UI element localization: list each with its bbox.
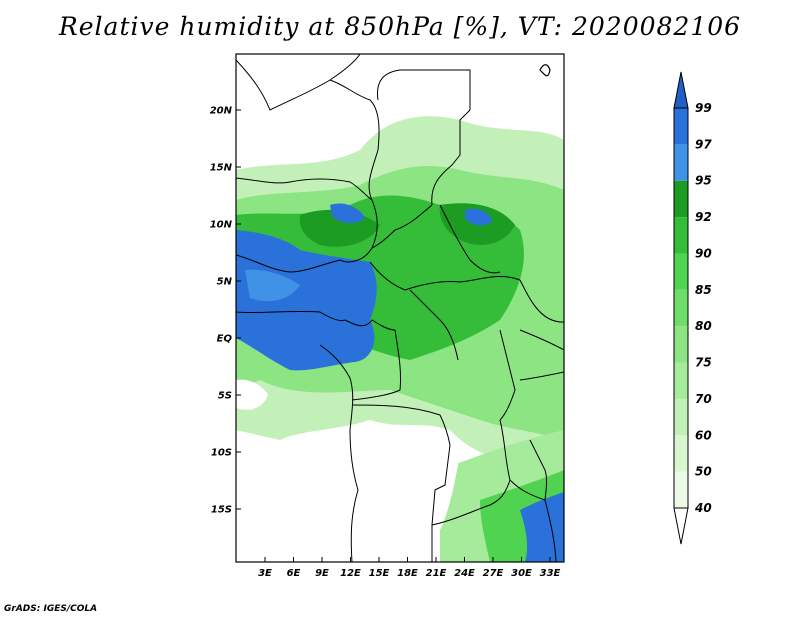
longitude-axis: 3E 6E 9E 12E 15E 18E 21E 24E 27E 30E 33E <box>258 557 561 579</box>
dry-zone-north <box>236 54 564 168</box>
colorbar-label: 95 <box>695 174 712 188</box>
colorbar-band <box>674 108 688 145</box>
lat-label: 20N <box>210 106 233 117</box>
lon-label: 6E <box>287 568 301 579</box>
colorbar-band <box>674 471 688 508</box>
colorbar: 40 50 60 70 75 80 85 90 92 95 97 99 <box>673 71 712 545</box>
colorbar-band <box>674 180 688 218</box>
lon-label: 3E <box>258 568 272 579</box>
lat-label: 5N <box>217 277 233 288</box>
colorbar-label: 85 <box>695 283 712 297</box>
footer-credit: GrADS: IGES/COLA <box>4 604 98 614</box>
colorbar-label: 97 <box>695 137 712 151</box>
lat-label: 15N <box>210 163 233 174</box>
colorbar-frame <box>673 107 689 509</box>
lat-label: 15S <box>211 505 232 516</box>
humidity-field <box>236 54 564 562</box>
dry-zone-south <box>236 426 460 562</box>
lat-label: 10N <box>210 220 233 231</box>
colorbar-over-triangle <box>673 71 689 109</box>
lon-label: 12E <box>340 568 361 579</box>
country-borders <box>236 54 564 562</box>
rh-zone-se-95 <box>520 492 564 562</box>
colorbar-label: 70 <box>695 392 712 406</box>
map-title: Relative humidity at 850hPa [%], VT: 202… <box>58 12 742 41</box>
colorbar-band <box>674 362 688 399</box>
rh-zone-95c <box>465 208 492 226</box>
rh-zone-95-inner <box>245 269 300 302</box>
lat-label: 10S <box>211 448 232 459</box>
colorbar-label: 80 <box>695 319 712 333</box>
colorbar-label: 90 <box>695 246 712 260</box>
colorbar-label: 40 <box>694 501 712 515</box>
colorbar-label: 60 <box>695 428 712 442</box>
colorbar-label: 99 <box>695 101 712 115</box>
colorbar-band <box>674 289 688 327</box>
colorbar-band <box>674 217 688 254</box>
lon-label: 21E <box>426 568 447 579</box>
lat-label: 5S <box>218 391 232 402</box>
lon-label: 30E <box>511 568 532 579</box>
lon-label: 18E <box>397 568 418 579</box>
dry-zone-west <box>236 379 268 410</box>
lon-label: 24E <box>454 568 475 579</box>
colorbar-label: 75 <box>695 356 712 370</box>
lon-label: 27E <box>483 568 504 579</box>
colorbar-band <box>674 398 688 436</box>
lon-label: 9E <box>315 568 329 579</box>
colorbar-label: 92 <box>695 210 712 224</box>
colorbar-band <box>674 435 688 472</box>
rh-zone-95 <box>236 230 377 371</box>
colorbar-under-triangle <box>673 507 689 545</box>
colorbar-band <box>674 144 688 181</box>
map-frame <box>235 53 565 563</box>
colorbar-band <box>674 326 688 363</box>
lat-label: EQ <box>217 334 233 345</box>
colorbar-band <box>674 253 688 290</box>
lon-label: 33E <box>540 568 561 579</box>
rh-zone-95b <box>330 203 365 224</box>
latitude-axis: 20N 15N 10N 5N EQ 5S 10S 15S <box>210 106 241 516</box>
lon-label: 15E <box>369 568 390 579</box>
colorbar-label: 50 <box>695 465 712 479</box>
